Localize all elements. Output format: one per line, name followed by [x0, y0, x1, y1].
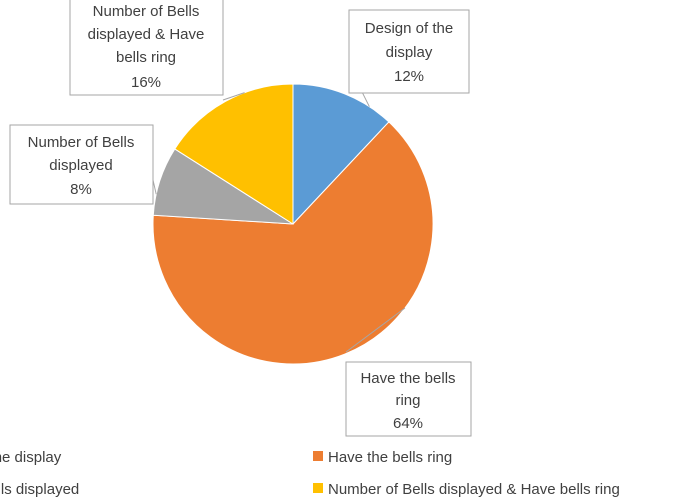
- callout-number-value: 8%: [70, 181, 92, 198]
- legend-swatch-combo: [313, 483, 323, 493]
- legend-label-have-bells: Have the bells ring: [328, 449, 452, 466]
- callout-combo-line-1: Number of Bells: [93, 3, 200, 20]
- legend-label-number: Number of Bells displayed: [0, 481, 79, 498]
- callout-number-line-2: displayed: [49, 157, 112, 174]
- legend-label-combo: Number of Bells displayed & Have bells r…: [328, 481, 620, 498]
- legend-entry-design-of-the-display: Design of the display: [0, 449, 62, 466]
- callout-design-line-1: Design of the: [365, 20, 453, 37]
- callout-have-bells-value: 64%: [393, 415, 423, 432]
- callout-have-bells-line-1: Have the bells: [360, 370, 455, 387]
- legend: Design of the display Have the bells rin…: [0, 449, 620, 498]
- callout-design-line-2: display: [386, 44, 433, 61]
- callout-combo-line-3: bells ring: [116, 49, 176, 66]
- legend-swatch-have-bells: [313, 451, 323, 461]
- callout-number-of-bells-displayed: Number of Bells displayed 8%: [9, 124, 154, 205]
- pie-slice-number-of-bells-displayed-have-bells-ring: [174, 83, 294, 225]
- legend-entry-have-the-bells-ring: Have the bells ring: [313, 449, 452, 466]
- leader-combo: [222, 92, 245, 101]
- legend-entry-number-of-bells-displayed: Number of Bells displayed: [0, 481, 79, 498]
- pie-slices: [152, 83, 434, 365]
- pie-slice-design-of-the-display: [292, 83, 390, 226]
- legend-label-design: Design of the display: [0, 449, 62, 466]
- callout-number-line-1: Number of Bells: [28, 134, 135, 151]
- callout-have-bells-line-2: ring: [395, 392, 420, 409]
- callout-number-displayed-and-have-ring: Number of Bells displayed & Have bells r…: [69, 0, 224, 96]
- callout-have-the-bells-ring: Have the bells ring 64%: [345, 361, 472, 437]
- callout-design-of-the-display: Design of the display 12%: [348, 9, 470, 94]
- leader-number: [152, 179, 157, 195]
- callout-design-value: 12%: [394, 68, 424, 85]
- pie-slice-have-the-bells-ring: [152, 121, 434, 365]
- callout-combo-value: 16%: [131, 74, 161, 91]
- callout-combo-line-2: displayed & Have: [88, 26, 205, 43]
- legend-entry-number-displayed-and-have-ring: Number of Bells displayed & Have bells r…: [313, 481, 620, 498]
- leader-have-bells: [345, 307, 406, 353]
